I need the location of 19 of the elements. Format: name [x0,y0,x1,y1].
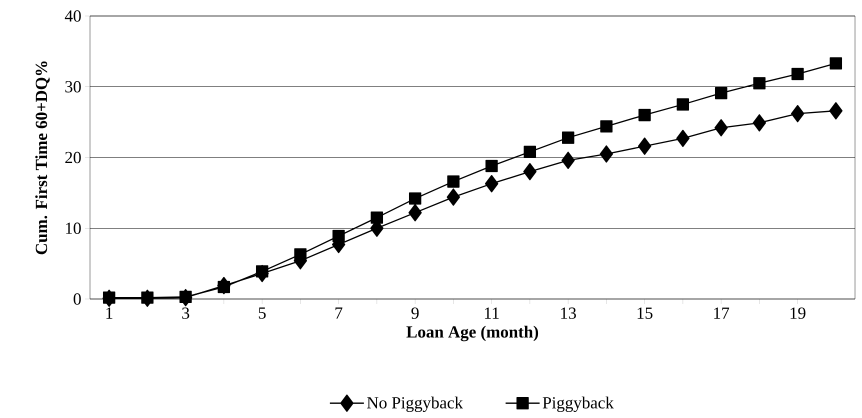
x-axis-title: Loan Age (month) [406,326,538,342]
y-tick-label: 10 [66,222,81,234]
x-tick-label: 7 [336,308,342,319]
legend-label: No Piggyback [367,396,463,412]
x-tick-label: 11 [484,308,499,319]
y-tick-label: 0 [74,293,81,305]
y-axis-title: Cum. First Time 60+DQ% [35,62,50,254]
x-tick-label: 3 [182,308,190,319]
x-tick-label: 19 [790,308,806,319]
x-tick-label: 5 [258,308,266,319]
y-tick-label: 30 [65,81,81,92]
x-tick-label: 17 [714,308,730,319]
x-tick-label: 9 [411,308,419,319]
x-tick-label: 1 [106,308,112,319]
y-tick-label: 20 [65,152,81,164]
x-tick-label: 15 [638,308,652,319]
x-tick-label: 13 [561,308,576,319]
legend-label: Piggyback [542,396,614,412]
y-tick-label: 40 [64,10,81,22]
